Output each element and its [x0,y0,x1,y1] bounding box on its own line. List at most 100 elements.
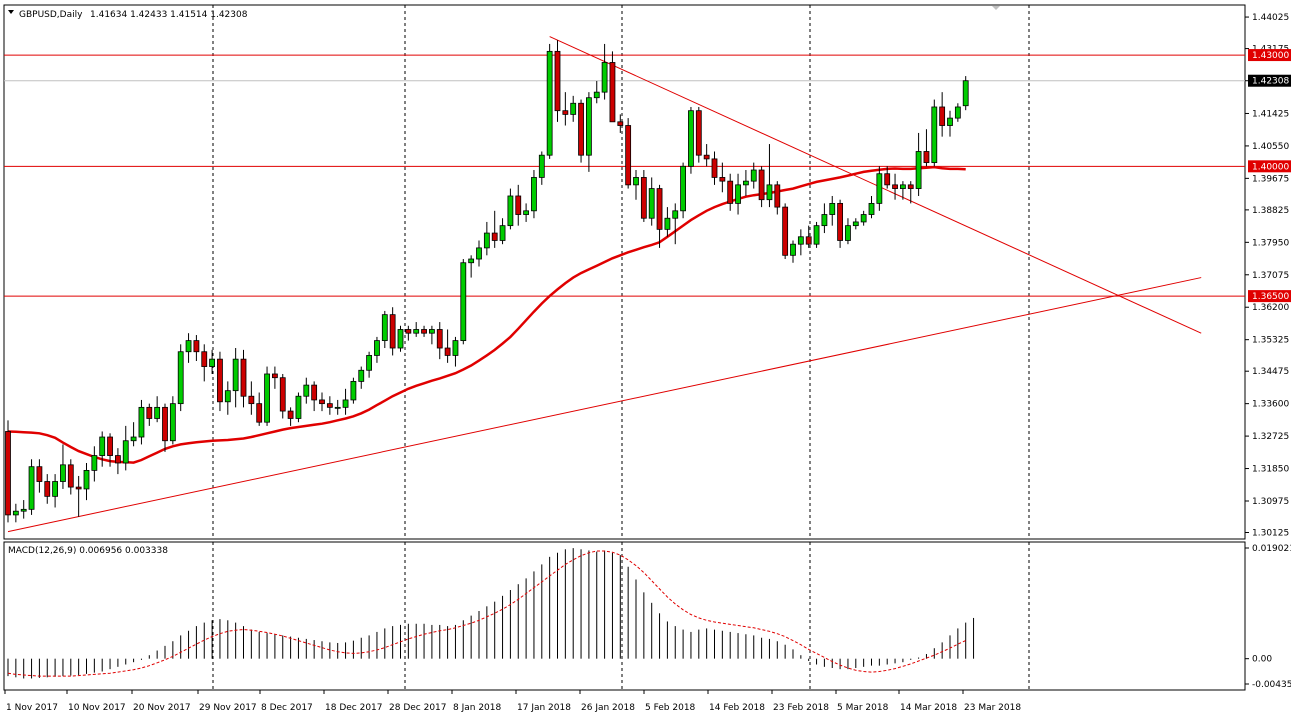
candle [185,333,192,363]
candle [232,348,239,408]
candle [758,166,765,208]
candle-body [797,236,804,245]
candle-body [947,117,953,126]
trendline [549,36,1202,334]
macd-y-tick-label: 0.00 [1252,655,1272,665]
candle-body [821,214,828,227]
candle-body [209,358,216,367]
macd-signal-line [7,550,966,677]
candle-body [483,232,490,249]
candle [99,431,106,467]
candle [523,203,529,222]
y-tick-label: 1.41425 [1252,109,1289,119]
candle [303,377,310,404]
candle [782,203,789,260]
candle-body [782,206,789,256]
candle-body [766,184,773,201]
candle-body [75,486,82,490]
candle [326,396,333,415]
candle-body [758,169,765,201]
candle-body [428,329,435,334]
candle [601,43,608,100]
x-tick-label: 5 Mar 2018 [837,703,889,713]
candle-body [115,455,121,464]
candle [91,446,98,482]
candle-body [295,395,302,419]
candle-body [279,377,286,412]
candle [169,396,176,445]
candle-body [444,347,451,356]
time-axis: 1 Nov 2017 10 Nov 2017 20 Nov 2017 29 Nov 2… [4,690,1021,713]
candle [750,162,757,189]
y-tick-label: 1.37950 [1252,238,1289,248]
candle-body [656,188,663,230]
candle [546,43,553,159]
y-tick-label: 1.36200 [1252,303,1289,313]
candle [845,218,851,245]
candle-body [491,232,498,241]
candle [177,344,184,412]
candle-body [177,351,184,405]
y-tick-label: 1.38825 [1252,206,1289,216]
candle-body [91,455,98,471]
candle-body [389,314,396,349]
candle-body [162,406,168,442]
dropdown-arrow-icon[interactable] [8,10,14,14]
candle-body [907,184,914,189]
x-tick-label: 10 Nov 2017 [68,703,126,713]
candle [193,335,200,361]
y-tick-label: 1.33600 [1252,400,1289,410]
candle [640,170,647,222]
candle-body [805,236,812,245]
candle [421,325,427,337]
candle-body [727,180,734,204]
candle [876,166,883,211]
candle [28,459,35,515]
candle-body [303,384,310,397]
candle-body [962,80,969,107]
candle-body [648,188,655,219]
x-tick-label: 23 Mar 2018 [964,703,1021,713]
candle-body [523,210,529,215]
candle-body [829,202,836,215]
candle [295,392,302,423]
candle [774,181,781,215]
candle [483,221,490,256]
candle-body [546,50,553,156]
candle [146,403,153,426]
candle-body [99,436,106,456]
candle-body [397,329,404,349]
candle [625,118,632,189]
candle-body [640,177,647,219]
candle-body [476,247,482,260]
candle-body [554,50,561,112]
candle-body [271,373,278,379]
candle [240,349,247,408]
candle [805,225,812,248]
candle-body [939,106,946,126]
candle [264,366,270,426]
candle [766,144,773,208]
symbol-header: GBPUSD,Daily [19,10,83,20]
candle [923,129,930,167]
candle-body [900,184,906,189]
candle [939,92,946,137]
candle [334,399,341,415]
candle [217,351,223,412]
x-tick-label: 8 Jan 2018 [453,703,501,713]
candle [554,40,561,122]
candle [829,195,836,226]
last-price-tag [1248,74,1291,87]
x-tick-label: 26 Jan 2018 [581,703,635,713]
trendlines [7,36,1202,533]
candle [900,181,906,200]
candle-body [515,195,522,215]
candle [397,325,404,352]
x-tick-label: 23 Feb 2018 [773,703,829,713]
candle-body [852,221,859,227]
y-tick-label: 1.32725 [1252,432,1289,442]
x-tick-label: 29 Nov 2017 [199,703,257,713]
candle [790,240,796,263]
candle [868,195,875,219]
